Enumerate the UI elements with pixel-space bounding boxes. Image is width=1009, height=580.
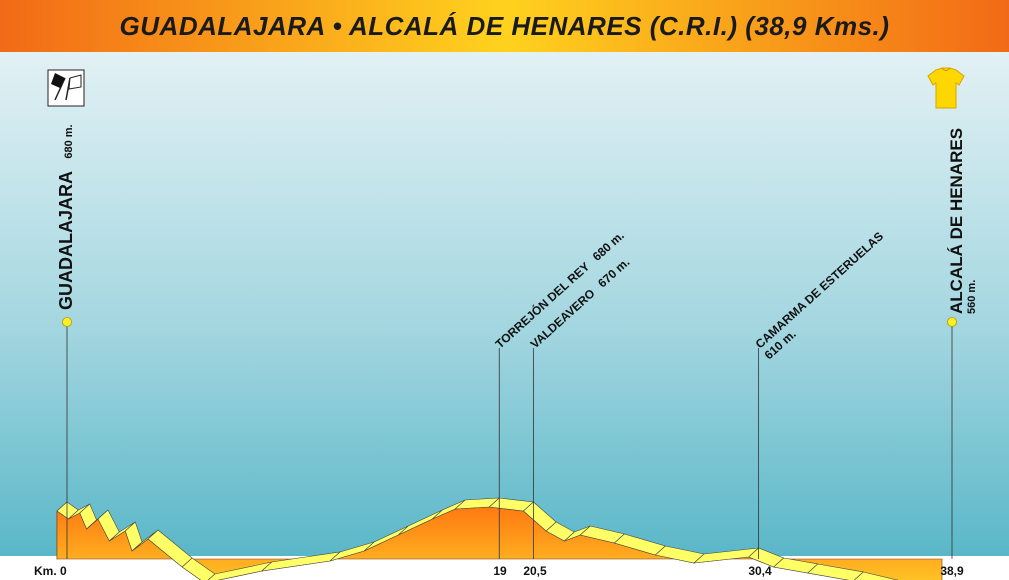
start-town-name: GUADALAJARA bbox=[56, 171, 76, 310]
profile-top-segment bbox=[853, 571, 899, 580]
start-label: GUADALAJARA 680 m. bbox=[56, 124, 76, 310]
sky-background bbox=[0, 52, 1009, 556]
km-label: 19 bbox=[493, 564, 507, 578]
elevation-profile-chart: GUADALAJARA 680 m. ALCALÁ DE HENARES 560… bbox=[0, 52, 1009, 580]
yellow-jersey-icon bbox=[927, 67, 965, 109]
svg-text:GUADALAJARA 680 m.: GUADALAJARA 680 m. bbox=[56, 124, 76, 310]
finish-label: ALCALÁ DE HENARES bbox=[947, 128, 966, 314]
marker-dot bbox=[62, 317, 72, 327]
km-label: 20,5 bbox=[523, 564, 547, 578]
km-label: 30,4 bbox=[748, 564, 772, 578]
finish-altitude: 560 m. bbox=[966, 280, 978, 314]
header-bar: GUADALAJARA • ALCALÁ DE HENARES (C.R.I.)… bbox=[0, 0, 1009, 52]
km-label: Km. 0 bbox=[34, 564, 67, 578]
start-altitude: 680 m. bbox=[63, 124, 75, 158]
km-label: 38,9 bbox=[940, 564, 964, 578]
checkered-flag-icon bbox=[47, 69, 85, 107]
profile-top-segment bbox=[181, 557, 216, 580]
profile-top-segment bbox=[807, 563, 864, 580]
marker-dot bbox=[947, 317, 957, 327]
finish-altitude-wrap: 560 m. bbox=[966, 280, 978, 314]
stage-title: GUADALAJARA • ALCALÁ DE HENARES (C.R.I.)… bbox=[119, 10, 890, 41]
finish-town-name: ALCALÁ DE HENARES bbox=[947, 128, 966, 314]
marker-layer bbox=[62, 317, 957, 559]
